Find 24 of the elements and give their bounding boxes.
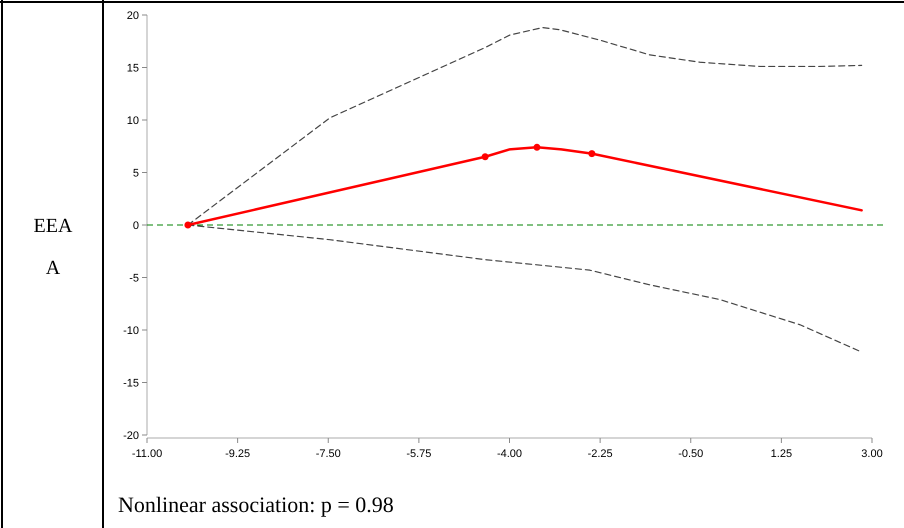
y-tick-label: 0	[132, 220, 139, 232]
x-tick-label: -9.25	[225, 448, 250, 460]
point	[482, 153, 489, 160]
y-tick-label: 5	[132, 167, 139, 180]
text: Nonlinear association: p = 0.98	[118, 492, 394, 517]
x-tick-label: -5.75	[406, 448, 432, 460]
x-tick-label: -7.50	[316, 448, 341, 460]
point	[184, 222, 192, 228]
x-tick-label: 1.25	[770, 448, 792, 460]
y-tick-label: 10	[126, 114, 139, 127]
x-tick-label: 3.00	[861, 448, 883, 460]
x-tick-label: -2.25	[588, 448, 613, 460]
x-tick-label: -0.50	[678, 448, 704, 460]
x-tick-label: -11.00	[132, 448, 162, 460]
y-tick-label: -15	[123, 377, 139, 390]
y-tick-label: 15	[126, 62, 139, 74]
y-tick-label: -20	[123, 430, 139, 442]
y-tick-label: 20	[126, 10, 139, 22]
point	[588, 150, 596, 158]
x-tick-label: -4.00	[496, 448, 522, 460]
point	[533, 144, 540, 151]
y-axis-title: EEAA	[32, 214, 74, 281]
y-tick-label: -5	[129, 272, 139, 284]
y-tick-label: -10	[123, 324, 139, 337]
